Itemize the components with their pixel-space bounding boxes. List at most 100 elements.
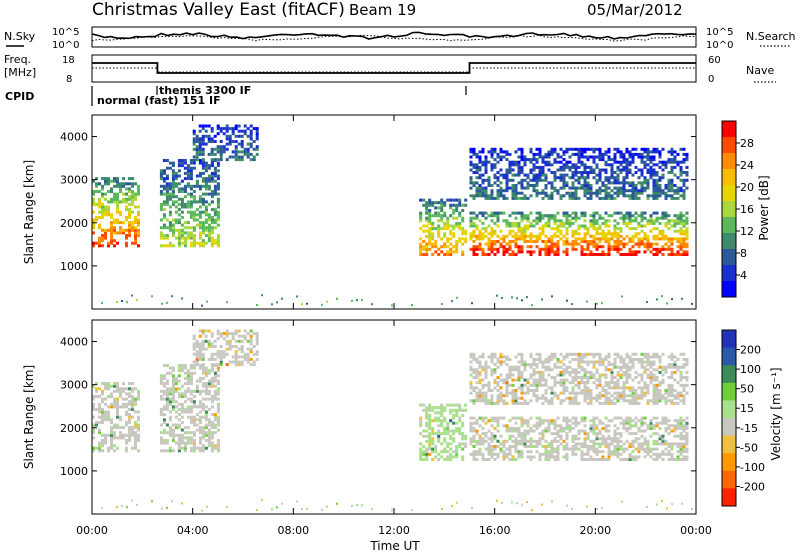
- velocity-cell: [213, 423, 217, 427]
- power-cell: [321, 303, 323, 306]
- power-cell: [538, 232, 542, 236]
- velocity-cell: [649, 455, 653, 459]
- power-cell: [101, 205, 104, 209]
- velocity-cell: [565, 352, 569, 356]
- power-cell: [478, 194, 482, 198]
- velocity-cell: [526, 378, 530, 382]
- power-cell: [514, 234, 518, 238]
- power-cell: [478, 173, 482, 177]
- power-cell: [622, 186, 626, 190]
- velocity-cell: [670, 458, 674, 461]
- power-cell: [356, 299, 358, 301]
- power-cell: [110, 221, 113, 225]
- power-cell: [643, 178, 647, 182]
- velocity-cell: [469, 429, 473, 433]
- power-cell: [125, 218, 128, 222]
- power-cell: [177, 234, 181, 237]
- velocity-cell: [520, 396, 524, 400]
- power-cell: [592, 147, 596, 151]
- power-cell: [502, 150, 506, 154]
- power-cell: [531, 304, 533, 307]
- velocity-cell: [679, 416, 683, 420]
- power-cell: [577, 176, 581, 180]
- power-cell: [592, 211, 596, 215]
- power-cell: [556, 250, 560, 254]
- velocity-cell: [446, 429, 450, 433]
- velocity-cell: [207, 342, 211, 346]
- power-cell: [670, 250, 674, 254]
- noise-sky-label: N.Sky: [4, 30, 36, 43]
- power-cell: [104, 213, 107, 217]
- power-cell: [177, 228, 181, 232]
- velocity-cell: [189, 418, 193, 422]
- velocity-cell: [174, 415, 178, 419]
- power-cell: [98, 241, 101, 245]
- power-cell: [207, 226, 211, 230]
- power-cell: [511, 173, 515, 177]
- velocity-cell: [125, 433, 128, 437]
- velocity-cell: [577, 447, 581, 451]
- power-cell: [225, 147, 229, 151]
- velocity-cell: [667, 363, 671, 367]
- power-cell: [595, 221, 599, 225]
- velocity-cell: [487, 365, 491, 369]
- power-cell: [499, 191, 503, 195]
- velocity-cell: [646, 373, 650, 377]
- velocity-cell: [520, 391, 524, 395]
- power-cell: [207, 179, 211, 183]
- velocity-cell: [183, 436, 187, 440]
- power-cell: [478, 168, 482, 172]
- power-cell: [520, 232, 524, 236]
- power-cell: [452, 234, 456, 238]
- power-cell: [428, 201, 432, 205]
- power-cell: [174, 184, 178, 188]
- power-cell: [201, 231, 205, 235]
- velocity-cell: [177, 436, 181, 440]
- velocity-cell: [535, 426, 539, 430]
- velocity-cell: [658, 442, 662, 446]
- velocity-cell: [192, 371, 196, 375]
- power-cell: [493, 242, 497, 246]
- velocity-cell: [131, 382, 134, 386]
- velocity-cell: [475, 429, 479, 433]
- velocity-cell: [107, 413, 110, 417]
- velocity-cell: [502, 458, 506, 461]
- velocity-cell: [104, 436, 107, 440]
- power-cell: [553, 186, 557, 190]
- power-cell: [198, 137, 202, 141]
- power-cell: [484, 171, 488, 174]
- power-cell: [159, 177, 163, 181]
- power-cell: [204, 187, 208, 191]
- velocity-cell: [449, 403, 453, 407]
- power-cell: [652, 173, 656, 177]
- velocity-cell: [499, 391, 503, 395]
- velocity-cell: [589, 455, 593, 459]
- velocity-cell: [237, 329, 241, 333]
- power-cell: [469, 178, 473, 182]
- power-cell: [613, 158, 617, 162]
- velocity-cell: [213, 345, 217, 348]
- power-cell: [192, 244, 196, 248]
- velocity-cell: [195, 384, 199, 388]
- power-cell: [116, 195, 119, 199]
- power-cell: [469, 147, 473, 151]
- power-cell: [116, 231, 119, 235]
- velocity-cell: [508, 357, 512, 361]
- power-cell: [571, 245, 575, 249]
- power-cell: [210, 244, 214, 248]
- power-cell: [625, 189, 629, 193]
- power-cell: [469, 211, 473, 215]
- power-cell: [464, 237, 468, 241]
- power-cell: [517, 227, 521, 231]
- power-cell: [583, 189, 587, 193]
- velocity-cell: [631, 458, 635, 461]
- velocity-cell: [162, 449, 166, 453]
- power-cell: [604, 189, 608, 193]
- power-cell: [125, 182, 128, 186]
- power-cell: [646, 147, 650, 151]
- velocity-cell: [622, 424, 626, 428]
- velocity-cell: [628, 368, 632, 372]
- power-cell: [559, 224, 563, 228]
- velocity-cell: [577, 383, 581, 387]
- velocity-cell: [472, 370, 476, 374]
